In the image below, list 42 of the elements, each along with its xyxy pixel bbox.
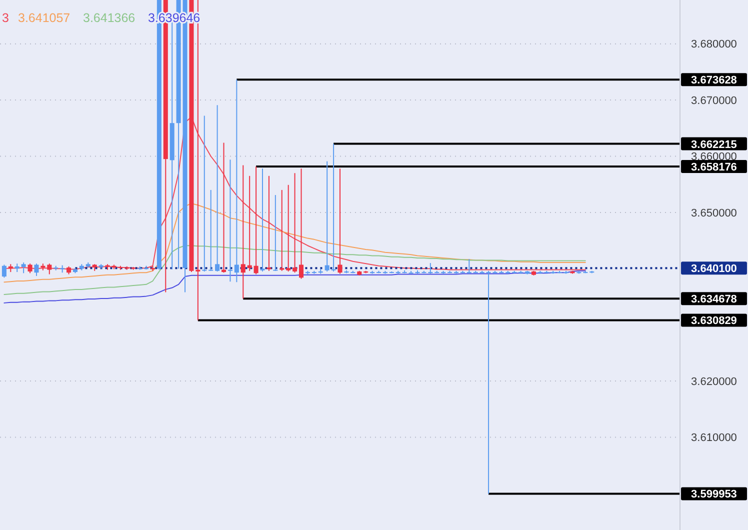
line-series — [4, 245, 586, 296]
candlestick — [266, 175, 272, 272]
candlestick — [286, 184, 291, 272]
candlestick — [273, 194, 278, 272]
text: 3.641057 — [18, 11, 70, 25]
ref-line-label: 3.658176 — [691, 161, 737, 174]
ref-line-label: 3.662215 — [691, 138, 737, 151]
candlestick — [202, 115, 207, 272]
candlestick — [28, 263, 32, 274]
candlestick — [324, 160, 330, 272]
text: 3.641366 — [83, 11, 136, 25]
ref-line-label: 3.634678 — [691, 294, 737, 306]
ref-line-label: 3.640100 — [691, 263, 737, 276]
ref-line-label: 3.673628 — [691, 74, 737, 87]
candlestick — [228, 159, 232, 282]
candlestick — [47, 263, 52, 275]
ref-line-label: 3.599953 — [691, 488, 737, 501]
candlestick — [338, 168, 342, 274]
ref-line-label: 3.630829 — [691, 315, 737, 328]
candlestick — [280, 189, 284, 272]
candlestick — [34, 263, 39, 276]
y-tick-label: 3.680000 — [691, 38, 737, 51]
y-tick-label: 3.650000 — [691, 207, 737, 220]
candlestick — [428, 262, 433, 274]
candlestick — [2, 264, 6, 278]
candlestick — [260, 168, 265, 272]
text: 3 — [2, 11, 9, 25]
line-series — [4, 202, 586, 283]
candlestick — [331, 143, 336, 272]
candlestick — [208, 189, 214, 272]
y-tick-label: 3.670000 — [691, 94, 737, 107]
candlestick — [240, 164, 246, 300]
y-tick-label: 3.620000 — [691, 376, 737, 388]
candlestick — [466, 258, 472, 274]
candlestick — [298, 168, 304, 280]
candlestick — [21, 262, 26, 274]
candlestick — [292, 172, 298, 274]
y-tick-label: 3.660000 — [691, 151, 737, 164]
candlestick — [234, 79, 239, 283]
candlestick — [254, 166, 258, 275]
candlestick — [215, 104, 220, 272]
y-tick-label: 3.610000 — [691, 432, 737, 444]
